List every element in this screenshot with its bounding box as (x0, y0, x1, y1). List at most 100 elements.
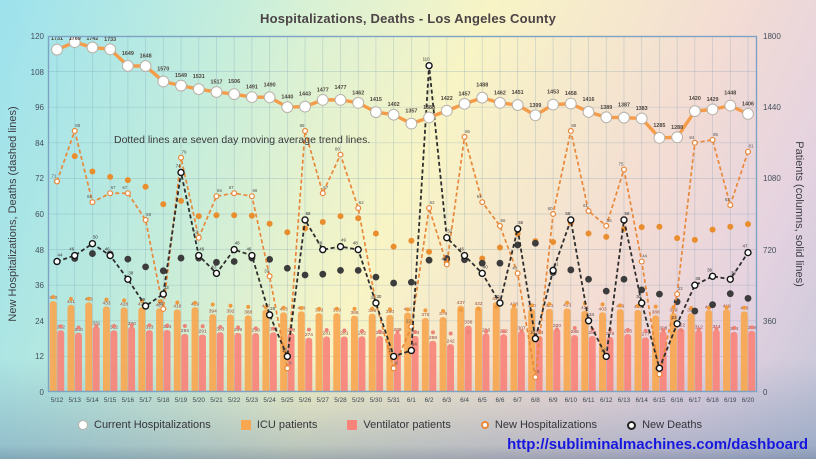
svg-text:48: 48 (353, 241, 358, 246)
svg-text:418: 418 (173, 304, 181, 310)
svg-text:375: 375 (421, 312, 429, 318)
svg-text:1285: 1285 (653, 123, 665, 129)
svg-text:46: 46 (199, 247, 204, 252)
svg-text:1570: 1570 (157, 66, 169, 72)
left-axis-tick-label: 12 (35, 352, 44, 362)
svg-text:52: 52 (447, 229, 452, 234)
svg-text:5/27: 5/27 (317, 397, 330, 404)
svg-text:390: 390 (386, 309, 394, 315)
svg-text:110: 110 (423, 57, 431, 62)
svg-text:6/14: 6/14 (635, 397, 648, 404)
new-deaths-swatch-icon (627, 420, 637, 430)
svg-text:6/3: 6/3 (442, 397, 451, 404)
legend-item-label: New Hospitalizations (494, 419, 598, 431)
svg-text:394: 394 (209, 308, 217, 314)
svg-text:1357: 1357 (405, 109, 417, 115)
legend-item-new-hospitalizations[interactable]: New Hospitalizations (480, 419, 598, 431)
svg-text:299: 299 (234, 327, 242, 333)
legend-item-label: Current Hospitalizations (94, 419, 211, 431)
svg-text:67: 67 (323, 185, 328, 190)
svg-text:75: 75 (619, 162, 624, 167)
svg-text:80: 80 (335, 147, 340, 152)
svg-text:1462: 1462 (352, 90, 364, 96)
svg-text:40: 40 (483, 264, 488, 269)
svg-text:1506: 1506 (228, 79, 240, 85)
svg-text:1742: 1742 (86, 36, 98, 42)
svg-text:30: 30 (636, 294, 641, 299)
svg-text:1448: 1448 (724, 91, 736, 97)
left-axis-tick-label: 120 (30, 32, 44, 41)
svg-text:30: 30 (376, 294, 381, 299)
svg-text:22: 22 (406, 319, 411, 324)
svg-text:1416: 1416 (583, 97, 595, 103)
dashboard-url-link[interactable]: http://subliminalmachines.com/dashboard (507, 436, 808, 453)
left-axis-tick-label: 108 (30, 67, 44, 77)
svg-text:388: 388 (244, 309, 252, 315)
left-axis-tick-label: 36 (35, 281, 44, 291)
chart-canvas: 4603124413004533314333124283304283134243… (47, 35, 758, 404)
svg-text:81: 81 (749, 144, 754, 149)
svg-text:1731: 1731 (51, 36, 63, 42)
svg-text:433: 433 (102, 301, 110, 307)
svg-text:64: 64 (477, 194, 482, 199)
svg-text:61: 61 (583, 203, 588, 208)
svg-text:398: 398 (687, 307, 695, 313)
svg-text:6/5: 6/5 (478, 397, 487, 404)
svg-text:283: 283 (588, 330, 596, 336)
svg-text:1402: 1402 (388, 102, 400, 108)
svg-text:5/12: 5/12 (51, 397, 64, 404)
svg-text:5/26: 5/26 (299, 397, 312, 404)
svg-text:58: 58 (565, 211, 570, 216)
svg-text:1453: 1453 (547, 90, 559, 96)
svg-text:8: 8 (395, 360, 398, 365)
svg-text:6/1: 6/1 (407, 397, 416, 404)
svg-text:1458: 1458 (565, 91, 577, 97)
svg-text:47: 47 (743, 244, 748, 249)
legend-item-ventilator-patients[interactable]: Ventilator patients (347, 419, 451, 431)
svg-text:29: 29 (140, 297, 145, 302)
svg-text:67: 67 (229, 185, 234, 190)
svg-text:44: 44 (642, 253, 647, 258)
right-axis-tick-label: 720 (763, 245, 777, 255)
svg-text:1733: 1733 (104, 37, 116, 43)
svg-text:67: 67 (111, 185, 116, 190)
svg-text:386: 386 (350, 310, 358, 316)
svg-text:1406: 1406 (742, 101, 754, 107)
legend-item-label: New Deaths (642, 419, 702, 431)
left-axis-tick-label: 60 (35, 210, 44, 219)
legend-item-new-deaths[interactable]: New Deaths (627, 419, 702, 431)
svg-text:62: 62 (359, 200, 364, 205)
svg-text:411: 411 (581, 305, 589, 311)
svg-text:8: 8 (289, 360, 292, 365)
svg-text:39: 39 (707, 267, 712, 272)
svg-text:1389: 1389 (600, 105, 612, 111)
svg-text:5/21: 5/21 (210, 397, 223, 404)
svg-text:43: 43 (441, 256, 446, 261)
svg-text:39: 39 (264, 268, 269, 273)
svg-text:58: 58 (146, 212, 151, 217)
legend-item-icu-patients[interactable]: ICU patients (240, 419, 318, 431)
legend-item-current-hospitalizations[interactable]: Current Hospitalizations (78, 419, 211, 431)
svg-text:58: 58 (625, 211, 630, 216)
svg-text:85: 85 (713, 132, 718, 137)
svg-text:66: 66 (217, 188, 222, 193)
svg-text:428: 428 (138, 302, 146, 308)
legend-item-label: ICU patients (256, 419, 318, 431)
svg-text:6/13: 6/13 (618, 397, 631, 404)
svg-text:5/17: 5/17 (139, 397, 152, 404)
svg-text:6/2: 6/2 (425, 397, 434, 404)
svg-text:278: 278 (606, 331, 614, 337)
svg-text:30: 30 (495, 294, 500, 299)
svg-text:1517: 1517 (210, 79, 222, 85)
svg-text:281: 281 (323, 331, 331, 337)
svg-text:1649: 1649 (122, 51, 134, 57)
svg-text:277: 277 (642, 331, 650, 337)
svg-text:1387: 1387 (618, 103, 630, 109)
svg-text:14: 14 (412, 341, 417, 346)
svg-text:1491: 1491 (246, 85, 258, 91)
svg-text:71: 71 (52, 173, 57, 178)
svg-text:379: 379 (439, 311, 447, 317)
svg-text:6/16: 6/16 (671, 397, 684, 404)
svg-text:56: 56 (501, 218, 506, 223)
current-hospitalizations-swatch-icon (78, 420, 88, 430)
